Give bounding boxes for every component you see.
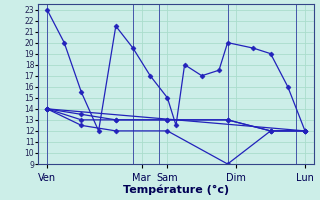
X-axis label: Température (°c): Température (°c) <box>123 184 229 195</box>
